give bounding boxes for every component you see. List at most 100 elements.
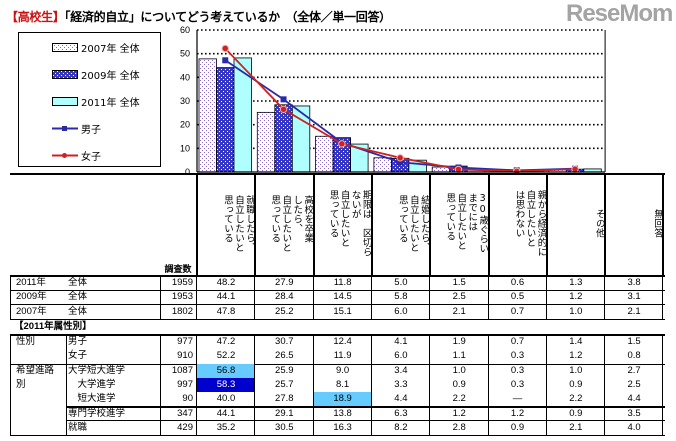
legend-line-icon: [52, 125, 78, 131]
attribute-category: 性別: [16, 336, 36, 347]
column-divider: [196, 363, 197, 436]
column-divider: [662, 363, 664, 436]
legend: 2007年 全体 2009年 全体 2011年 全体 男子 女子: [18, 32, 161, 167]
value-cell: 47.8: [216, 305, 236, 317]
table-rule: [10, 363, 11, 436]
legend-item: 2009年 全体: [52, 68, 140, 82]
highlighted-value-cell: 18.9: [313, 392, 372, 407]
column-header: 就職したら、 自立したいと 思っている: [222, 194, 255, 252]
value-cell: 40.0: [216, 393, 236, 405]
value-cell: 6.0: [394, 350, 408, 362]
value-cell: 44.1: [216, 407, 236, 419]
attribute-category: 希望進路 別: [16, 364, 55, 390]
value-cell: 3.4: [394, 364, 408, 376]
table-rule: [66, 335, 67, 364]
row-label: 大学進学: [68, 378, 116, 390]
y-tick-label: 60: [180, 25, 190, 35]
value-cell: 15.1: [333, 305, 352, 317]
table-rule: [66, 363, 67, 436]
value-cell: 1.0: [569, 305, 583, 317]
value-cell: 25.2: [275, 305, 294, 317]
row-n: 1953: [171, 291, 193, 303]
n-header: 調査数: [164, 264, 192, 274]
subgroup-rule: [66, 406, 665, 408]
value-cell: 25.9: [275, 364, 294, 376]
column-divider: [487, 276, 489, 319]
chart: 0 10 20 30 40 50 60: [180, 25, 606, 177]
value-cell: 1.2: [452, 407, 466, 419]
row-year: 2011年: [16, 277, 46, 288]
row-label: 女子: [68, 350, 88, 362]
male-marker: [280, 96, 287, 103]
value-cell: 0.8: [627, 350, 641, 362]
y-tick-label: 20: [180, 120, 190, 130]
header-divider: [370, 173, 373, 277]
legend-line-icon: [52, 152, 78, 158]
value-cell: 4.4: [627, 393, 641, 405]
column-header: その他: [593, 208, 605, 238]
value-cell: 0.3: [510, 364, 525, 376]
row-label: 専門学校進学: [68, 407, 126, 419]
value-cell: 1.9: [452, 336, 466, 347]
value-cell: 35.2: [216, 421, 236, 433]
table-rule: [10, 173, 665, 175]
column-divider: [487, 363, 489, 436]
value-cell: 13.8: [333, 407, 352, 419]
row-n: 1802: [171, 305, 193, 317]
row-label: 大学短大進学: [68, 364, 126, 376]
female-marker: [221, 44, 229, 53]
column-divider: [604, 276, 606, 319]
value-cell: 2.5: [452, 291, 466, 303]
value-cell: 0.5: [510, 291, 525, 303]
value-cell: 26.5: [275, 350, 294, 362]
value-cell: 0.6: [510, 277, 525, 288]
value-cell: 1.1: [452, 350, 466, 362]
column-divider: [545, 276, 547, 319]
column-header: 期限は 区切ら ないが 自立したいと 思っている: [327, 189, 372, 257]
value-cell: 27.8: [275, 393, 294, 405]
column-divider: [312, 276, 314, 319]
y-tick-label: 50: [180, 49, 190, 59]
column-divider: [370, 335, 372, 364]
column-divider: [312, 335, 314, 364]
legend-item: 男子: [52, 122, 101, 136]
column-divider: [662, 276, 664, 319]
column-divider: [604, 363, 606, 436]
row-n: 1959: [171, 277, 193, 288]
value-cell: 8.1: [335, 378, 350, 390]
y-tick-label: 30: [180, 96, 190, 106]
table-rule: [10, 435, 665, 437]
row-group: 全体: [68, 277, 88, 288]
column-divider: [370, 276, 372, 319]
value-cell: 6.0: [394, 305, 408, 317]
header-divider: [312, 173, 315, 277]
value-cell: 0.9: [569, 378, 583, 390]
chart-title: 【高校生】「経済的自立」についてどう考えているか （全体／単一回答）: [6, 8, 391, 25]
value-cell: 1.2: [569, 291, 583, 303]
title-tag: 【高校生】: [6, 10, 65, 24]
column-divider: [545, 335, 547, 364]
table-rule: [10, 275, 665, 277]
value-cell: 1.0: [452, 364, 466, 376]
legend-swatch-icon: [52, 96, 78, 106]
value-cell: 6.3: [394, 407, 408, 419]
value-cell: 0.9: [452, 378, 466, 390]
y-tick-label: 0: [185, 167, 190, 177]
row-year: 2007年: [16, 305, 47, 317]
header-divider: [429, 173, 432, 277]
column-divider: [429, 335, 431, 364]
value-cell: 16.3: [333, 421, 352, 433]
row-n: 977: [177, 336, 193, 347]
value-cell: 2.1: [569, 421, 583, 433]
header-divider: [254, 173, 257, 277]
row-year: 2009年: [16, 291, 47, 303]
table-rule: [10, 276, 11, 319]
value-cell: 25.7: [275, 378, 294, 390]
value-cell: 14.5: [333, 291, 352, 303]
column-divider: [254, 363, 256, 436]
header-divider: [545, 173, 548, 277]
value-cell: 4.0: [627, 421, 641, 433]
value-cell: 2.2: [452, 393, 466, 405]
value-cell: 29.1: [275, 407, 294, 419]
